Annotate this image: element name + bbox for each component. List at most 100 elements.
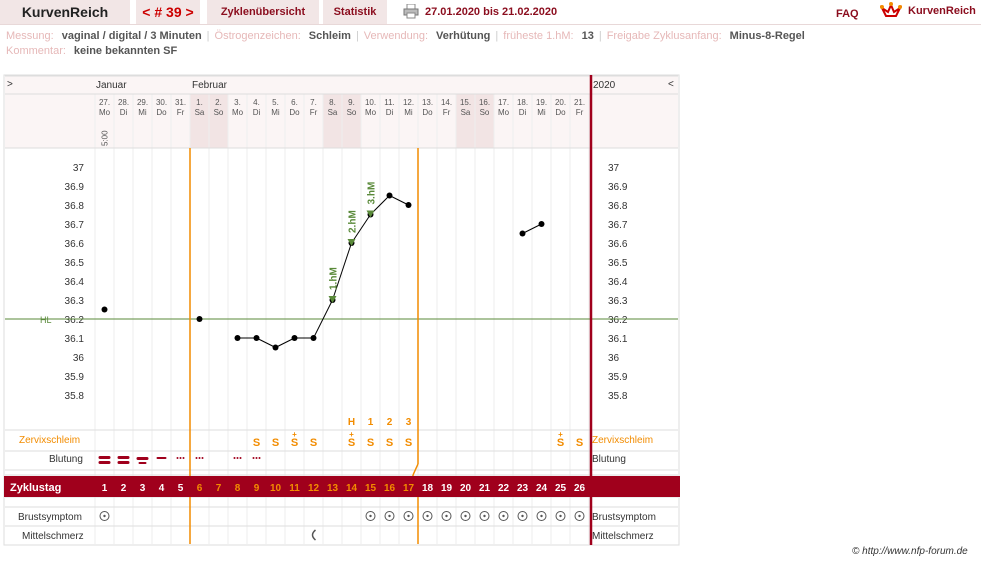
cycle-day-number: 6 — [197, 483, 203, 494]
day-date-label: 2. — [215, 98, 222, 107]
y-tick-right: 35.8 — [608, 391, 628, 402]
date-range: 27.01.2020 bis 21.02.2020 — [425, 6, 558, 18]
cycle-day-number: 8 — [235, 483, 241, 494]
y-tick-right: 36.6 — [608, 239, 628, 250]
temp-line — [389, 195, 409, 206]
meta1-key-0: Messung: — [6, 30, 54, 42]
logo-text: KurvenReich — [908, 5, 976, 17]
cycle-day-number: 24 — [536, 483, 548, 494]
temp-line — [522, 223, 542, 234]
count-label: H — [348, 417, 355, 428]
tab-cycle-overview[interactable]: Zyklenübersicht — [207, 0, 319, 24]
meta-separator: | — [355, 30, 359, 42]
cycle-day-number: 17 — [403, 483, 415, 494]
day-date-label: 15. — [460, 98, 471, 107]
y-tick-left: 37 — [73, 163, 85, 174]
cycle-day-number: 15 — [365, 483, 377, 494]
day-weekday-label: Di — [253, 108, 261, 117]
day-date-label: 3. — [234, 98, 241, 107]
nav-right-button[interactable]: < — [668, 79, 674, 90]
cycle-day-number: 16 — [384, 483, 396, 494]
meta1-key-2: Verwendung: — [363, 30, 429, 42]
y-tick-right: 37 — [608, 163, 620, 174]
cycle-day-number: 26 — [574, 483, 586, 494]
weekend-shade — [190, 94, 209, 148]
day-weekday-label: Fr — [576, 108, 584, 117]
row-label-mittel: Mittelschmerz — [22, 531, 84, 542]
row-label-blutung-right: Blutung — [592, 454, 626, 465]
meta-separator: | — [206, 30, 210, 42]
breast-symptom-icon — [365, 511, 376, 521]
temp-line — [351, 214, 371, 244]
faq-link[interactable]: FAQ — [836, 8, 859, 20]
day-weekday-label: Sa — [461, 108, 471, 117]
weekend-shade — [323, 94, 342, 148]
breast-symptom-dot — [483, 514, 486, 518]
y-tick-right: 36.5 — [608, 258, 628, 269]
meta2-value-0: keine bekannten SF — [73, 45, 178, 57]
cycle-navigation[interactable]: < # 39 > — [136, 0, 200, 24]
nav-left-button[interactable]: > — [7, 79, 13, 90]
meta1-key-1: Östrogenzeichen: — [214, 30, 301, 42]
bleeding-spotting — [239, 457, 242, 459]
printer-icon[interactable] — [403, 4, 419, 19]
temp-line — [275, 337, 295, 348]
bleeding-medium — [136, 457, 149, 460]
day-date-label: 8. — [329, 98, 336, 107]
cycle-day-number: 18 — [422, 483, 434, 494]
y-tick-left: 35.8 — [65, 391, 85, 402]
temp-point — [291, 335, 298, 341]
y-tick-left: 36.4 — [65, 277, 85, 288]
tab-statistics[interactable]: Statistik — [323, 0, 387, 24]
y-tick-right: 36.2 — [608, 315, 628, 326]
cycle-day-number: 9 — [254, 483, 260, 494]
copyright: © http://www.nfp-forum.de — [852, 546, 968, 557]
brand-title[interactable]: KurvenReich — [0, 0, 130, 24]
day-date-label: 20. — [555, 98, 566, 107]
y-tick-right: 36.9 — [608, 182, 628, 193]
cycle-day-number: 13 — [327, 483, 339, 494]
breast-symptom-icon — [403, 511, 414, 521]
cycle-day-number: 12 — [308, 483, 320, 494]
meta-row-2: Kommentar: keine bekannten SF — [6, 45, 177, 57]
weekend-shade — [475, 94, 494, 148]
bleeding-spotting — [198, 457, 201, 459]
day-weekday-label: Di — [120, 108, 128, 117]
day-date-label: 27. — [99, 98, 110, 107]
zervix-value: S — [386, 437, 393, 449]
zervix-value: S — [291, 437, 298, 449]
kurvenreich-logo[interactable]: KurvenReich — [880, 2, 980, 22]
breast-symptom-dot — [464, 514, 467, 518]
day-weekday-label: Mi — [537, 108, 546, 117]
temp-point — [253, 335, 260, 341]
breast-symptom-icon — [574, 511, 585, 521]
day-date-label: 10. — [365, 98, 376, 107]
day-weekday-label: Mo — [232, 108, 244, 117]
bleeding-spotting — [233, 457, 236, 459]
y-tick-right: 36.8 — [608, 201, 628, 212]
year-label: 2020 — [593, 80, 616, 91]
meta1-key-3: früheste 1.hM: — [503, 30, 574, 42]
day-date-label: 18. — [517, 98, 528, 107]
bleeding-heavy — [117, 456, 130, 459]
day-date-label: 30. — [156, 98, 167, 107]
temp-point — [272, 344, 279, 351]
day-weekday-label: Mo — [99, 108, 111, 117]
temp-line — [313, 299, 333, 339]
top-divider — [0, 24, 981, 25]
day-weekday-label: Do — [156, 108, 167, 117]
day-date-label: 9. — [348, 98, 355, 107]
day-weekday-label: Di — [386, 108, 394, 117]
y-tick-left: 36 — [73, 353, 85, 364]
bleeding-medium — [138, 462, 147, 464]
meta2-key-0: Kommentar: — [6, 45, 66, 57]
day-weekday-label: Sa — [328, 108, 338, 117]
day-date-label: 31. — [175, 98, 186, 107]
day-date-label: 11. — [384, 98, 395, 107]
top-bar: KurvenReich < # 39 > Zyklenübersicht Sta… — [0, 0, 981, 25]
temp-point — [196, 316, 203, 322]
breast-symptom-dot — [445, 514, 448, 518]
y-tick-left: 35.9 — [65, 372, 85, 383]
y-tick-right: 36.3 — [608, 296, 628, 307]
